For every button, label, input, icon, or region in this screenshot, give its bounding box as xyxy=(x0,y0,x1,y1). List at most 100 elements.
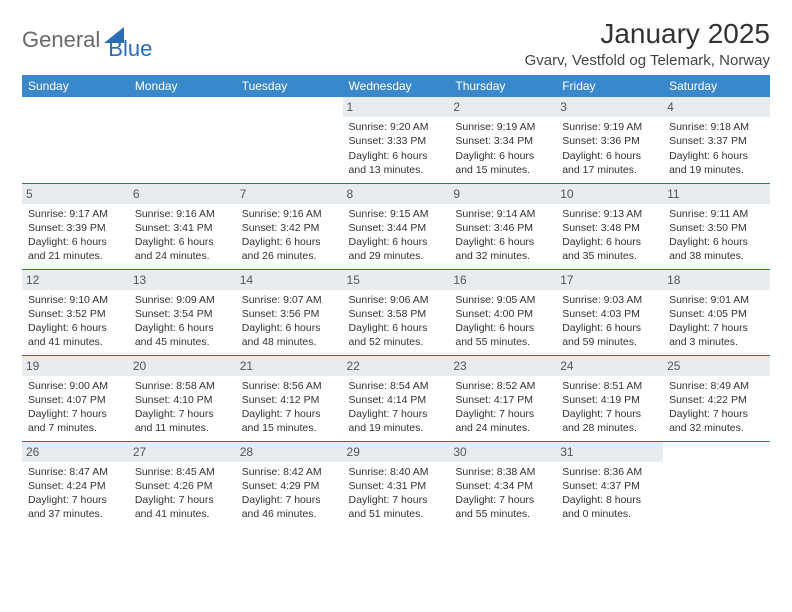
sunrise-text: Sunrise: 8:40 AM xyxy=(349,465,444,479)
day-number: 17 xyxy=(556,270,663,290)
sunrise-text: Sunrise: 9:13 AM xyxy=(562,207,657,221)
day-number: 3 xyxy=(556,97,663,117)
day-number: 6 xyxy=(129,184,236,204)
day-number xyxy=(236,97,343,117)
sunset-text: Sunset: 3:41 PM xyxy=(135,221,230,235)
daylight-text: Daylight: 6 hours and 55 minutes. xyxy=(455,321,550,349)
sunrise-text: Sunrise: 9:19 AM xyxy=(455,120,550,134)
calendar-week-row: 1Sunrise: 9:20 AMSunset: 3:33 PMDaylight… xyxy=(22,97,770,183)
sunrise-text: Sunrise: 9:10 AM xyxy=(28,293,123,307)
daylight-text: Daylight: 6 hours and 15 minutes. xyxy=(455,149,550,177)
sunrise-text: Sunrise: 9:03 AM xyxy=(562,293,657,307)
day-info: Sunrise: 9:11 AMSunset: 3:50 PMDaylight:… xyxy=(669,207,764,264)
calendar-day-cell xyxy=(129,97,236,183)
calendar-day-cell: 6 Sunrise: 9:16 AMSunset: 3:41 PMDaylight… xyxy=(129,183,236,269)
sunrise-text: Sunrise: 9:20 AM xyxy=(349,120,444,134)
day-info: Sunrise: 9:13 AMSunset: 3:48 PMDaylight:… xyxy=(562,207,657,264)
calendar-day-cell: 27Sunrise: 8:45 AMSunset: 4:26 PMDayligh… xyxy=(129,441,236,527)
day-number: 13 xyxy=(129,270,236,290)
day-number: 14 xyxy=(236,270,343,290)
day-info: Sunrise: 9:16 AMSunset: 3:41 PMDaylight:… xyxy=(135,207,230,264)
sunrise-text: Sunrise: 9:01 AM xyxy=(669,293,764,307)
sunrise-text: Sunrise: 9:18 AM xyxy=(669,120,764,134)
day-info: Sunrise: 8:38 AMSunset: 4:34 PMDaylight:… xyxy=(455,465,550,522)
location: Gvarv, Vestfold og Telemark, Norway xyxy=(525,52,770,69)
calendar-day-cell: 15Sunrise: 9:06 AMSunset: 3:58 PMDayligh… xyxy=(343,269,450,355)
day-info: Sunrise: 8:40 AMSunset: 4:31 PMDaylight:… xyxy=(349,465,444,522)
sunset-text: Sunset: 3:33 PM xyxy=(349,134,444,148)
calendar-day-cell: 14Sunrise: 9:07 AMSunset: 3:56 PMDayligh… xyxy=(236,269,343,355)
calendar-day-cell: 2 Sunrise: 9:19 AMSunset: 3:34 PMDaylight… xyxy=(449,97,556,183)
sunset-text: Sunset: 4:17 PM xyxy=(455,393,550,407)
weekday-header-row: Sunday Monday Tuesday Wednesday Thursday… xyxy=(22,75,770,97)
day-info: Sunrise: 8:58 AMSunset: 4:10 PMDaylight:… xyxy=(135,379,230,436)
calendar-day-cell: 11Sunrise: 9:11 AMSunset: 3:50 PMDayligh… xyxy=(663,183,770,269)
sunset-text: Sunset: 3:44 PM xyxy=(349,221,444,235)
day-number: 10 xyxy=(556,184,663,204)
day-number xyxy=(129,97,236,117)
daylight-text: Daylight: 6 hours and 45 minutes. xyxy=(135,321,230,349)
calendar-day-cell: 18Sunrise: 9:01 AMSunset: 4:05 PMDayligh… xyxy=(663,269,770,355)
weekday-header: Wednesday xyxy=(343,75,450,97)
day-number xyxy=(22,97,129,117)
calendar-day-cell: 10 Sunrise: 9:13 AMSunset: 3:48 PMDayligh… xyxy=(556,183,663,269)
month-title: January 2025 xyxy=(525,18,770,50)
day-number: 20 xyxy=(129,356,236,376)
calendar-day-cell xyxy=(663,441,770,527)
logo: General Blue xyxy=(22,18,152,62)
sunset-text: Sunset: 3:52 PM xyxy=(28,307,123,321)
daylight-text: Daylight: 7 hours and 51 minutes. xyxy=(349,493,444,521)
day-number: 25 xyxy=(663,356,770,376)
sunrise-text: Sunrise: 9:07 AM xyxy=(242,293,337,307)
sunrise-text: Sunrise: 9:00 AM xyxy=(28,379,123,393)
sunset-text: Sunset: 4:29 PM xyxy=(242,479,337,493)
sunrise-text: Sunrise: 9:06 AM xyxy=(349,293,444,307)
sunset-text: Sunset: 4:34 PM xyxy=(455,479,550,493)
sunset-text: Sunset: 3:58 PM xyxy=(349,307,444,321)
sunrise-text: Sunrise: 9:15 AM xyxy=(349,207,444,221)
daylight-text: Daylight: 6 hours and 24 minutes. xyxy=(135,235,230,263)
day-info: Sunrise: 8:47 AMSunset: 4:24 PMDaylight:… xyxy=(28,465,123,522)
calendar-day-cell: 9Sunrise: 9:14 AMSunset: 3:46 PMDaylight… xyxy=(449,183,556,269)
sunset-text: Sunset: 4:26 PM xyxy=(135,479,230,493)
sunset-text: Sunset: 4:03 PM xyxy=(562,307,657,321)
sunset-text: Sunset: 3:42 PM xyxy=(242,221,337,235)
sunset-text: Sunset: 3:34 PM xyxy=(455,134,550,148)
day-number: 19 xyxy=(22,356,129,376)
day-info: Sunrise: 9:01 AMSunset: 4:05 PMDaylight:… xyxy=(669,293,764,350)
calendar-day-cell: 20 Sunrise: 8:58 AMSunset: 4:10 PMDayligh… xyxy=(129,355,236,441)
day-info: Sunrise: 9:09 AMSunset: 3:54 PMDaylight:… xyxy=(135,293,230,350)
daylight-text: Daylight: 6 hours and 41 minutes. xyxy=(28,321,123,349)
sunset-text: Sunset: 3:54 PM xyxy=(135,307,230,321)
sunrise-text: Sunrise: 8:56 AM xyxy=(242,379,337,393)
daylight-text: Daylight: 7 hours and 46 minutes. xyxy=(242,493,337,521)
calendar-day-cell: 19Sunrise: 9:00 AMSunset: 4:07 PMDayligh… xyxy=(22,355,129,441)
sunrise-text: Sunrise: 8:51 AM xyxy=(562,379,657,393)
daylight-text: Daylight: 6 hours and 38 minutes. xyxy=(669,235,764,263)
day-number: 16 xyxy=(449,270,556,290)
sunset-text: Sunset: 4:24 PM xyxy=(28,479,123,493)
calendar-week-row: 26 Sunrise: 8:47 AMSunset: 4:24 PMDayligh… xyxy=(22,441,770,527)
weekday-header: Monday xyxy=(129,75,236,97)
daylight-text: Daylight: 7 hours and 37 minutes. xyxy=(28,493,123,521)
sunrise-text: Sunrise: 8:42 AM xyxy=(242,465,337,479)
daylight-text: Daylight: 7 hours and 32 minutes. xyxy=(669,407,764,435)
logo-text-general: General xyxy=(22,27,100,53)
day-number: 24 xyxy=(556,356,663,376)
calendar-week-row: 19Sunrise: 9:00 AMSunset: 4:07 PMDayligh… xyxy=(22,355,770,441)
day-number: 8 xyxy=(343,184,450,204)
logo-text-blue: Blue xyxy=(108,36,152,62)
calendar-day-cell: 24Sunrise: 8:51 AMSunset: 4:19 PMDayligh… xyxy=(556,355,663,441)
sunrise-text: Sunrise: 9:16 AM xyxy=(242,207,337,221)
sunset-text: Sunset: 4:05 PM xyxy=(669,307,764,321)
day-info: Sunrise: 9:06 AMSunset: 3:58 PMDaylight:… xyxy=(349,293,444,350)
day-info: Sunrise: 9:14 AMSunset: 3:46 PMDaylight:… xyxy=(455,207,550,264)
daylight-text: Daylight: 6 hours and 52 minutes. xyxy=(349,321,444,349)
day-info: Sunrise: 9:19 AMSunset: 3:34 PMDaylight:… xyxy=(455,120,550,177)
day-number: 26 xyxy=(22,442,129,462)
sunset-text: Sunset: 3:56 PM xyxy=(242,307,337,321)
calendar-day-cell: 3Sunrise: 9:19 AMSunset: 3:36 PMDaylight… xyxy=(556,97,663,183)
calendar-day-cell: 28Sunrise: 8:42 AMSunset: 4:29 PMDayligh… xyxy=(236,441,343,527)
day-number: 2 xyxy=(449,97,556,117)
calendar-day-cell: 4Sunrise: 9:18 AMSunset: 3:37 PMDaylight… xyxy=(663,97,770,183)
